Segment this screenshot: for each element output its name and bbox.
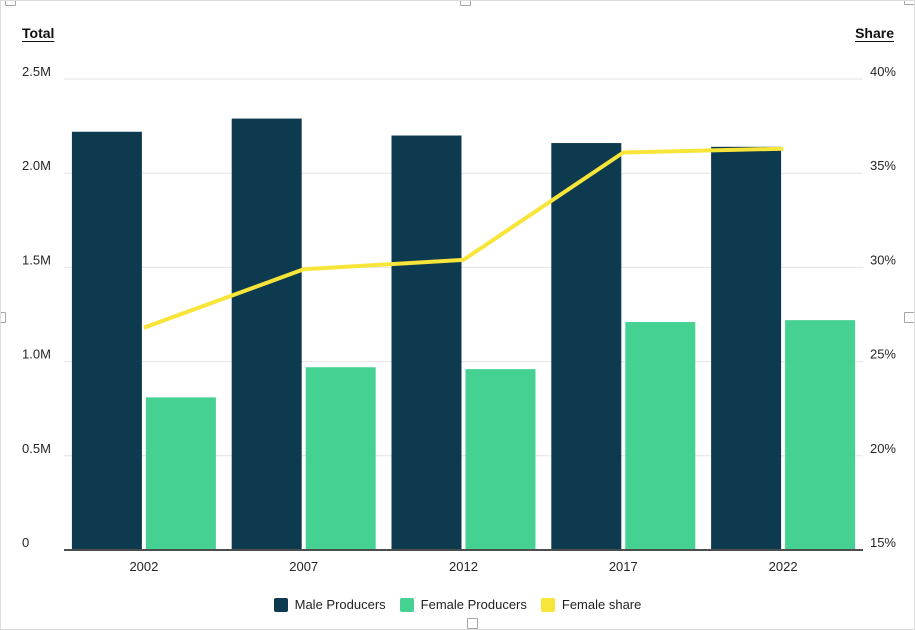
resize-handle-right-center[interactable] <box>904 312 914 323</box>
x-axis-label-2007: 2007 <box>289 559 318 574</box>
resize-handle-top-right[interactable] <box>904 1 914 5</box>
bar-male-producers-2002[interactable] <box>71 131 142 550</box>
right-axis-title: Share <box>855 25 894 41</box>
x-axis-label-2012: 2012 <box>449 559 478 574</box>
legend-item-female-share[interactable]: Female share <box>540 597 642 612</box>
resize-handle-bottom-center[interactable] <box>467 618 478 629</box>
resize-handle-top-left[interactable] <box>5 1 16 6</box>
bar-female-producers-2022[interactable] <box>785 320 856 550</box>
left-axis-tick-label: 0.5M <box>22 441 51 456</box>
right-axis-tick-label: 20% <box>870 441 896 456</box>
legend-item-male-producers[interactable]: Male Producers <box>273 597 386 612</box>
female-share-line[interactable] <box>143 146 784 330</box>
bar-male-producers-2007[interactable] <box>231 118 302 551</box>
bar-male-producers-2012[interactable] <box>391 135 462 550</box>
bar-female-producers-2012[interactable] <box>465 369 536 550</box>
x-axis-label-2022: 2022 <box>769 559 798 574</box>
legend-label-female-share: Female share <box>561 597 642 612</box>
left-axis-tick-label: 1.0M <box>22 347 51 362</box>
right-axis-tick-label: 30% <box>870 252 896 267</box>
left-axis-title: Total <box>22 25 55 41</box>
legend-label-female-producers: Female Producers <box>420 597 527 612</box>
bar-female-producers-2002[interactable] <box>145 397 216 550</box>
bar-male-producers-2022[interactable] <box>711 146 782 550</box>
resize-handle-top-center[interactable] <box>460 1 471 6</box>
right-axis-tick-label: 40% <box>870 64 896 79</box>
female-share-swatch <box>540 597 555 612</box>
female-producers-swatch <box>399 597 414 612</box>
right-axis-tick-label: 15% <box>870 535 896 550</box>
left-axis-tick-label: 0 <box>22 535 29 550</box>
bar-female-producers-2007[interactable] <box>305 367 376 550</box>
male-producers-swatch <box>273 597 288 612</box>
left-axis-tick-label: 1.5M <box>22 252 51 267</box>
legend-label-male-producers: Male Producers <box>294 597 386 612</box>
left-axis-tick-label: 2.0M <box>22 158 51 173</box>
legend: Male Producers Female Producers Female s… <box>1 597 914 612</box>
legend-item-female-producers[interactable]: Female Producers <box>399 597 527 612</box>
right-axis-tick-label: 25% <box>870 347 896 362</box>
bar-male-producers-2017[interactable] <box>551 143 622 550</box>
x-axis-label-2002: 2002 <box>129 559 158 574</box>
right-axis-tick-label: 35% <box>870 158 896 173</box>
left-axis-tick-label: 2.5M <box>22 64 51 79</box>
x-axis-label-2017: 2017 <box>609 559 638 574</box>
bar-female-producers-2017[interactable] <box>625 322 696 550</box>
resize-handle-left-center[interactable] <box>1 312 6 323</box>
